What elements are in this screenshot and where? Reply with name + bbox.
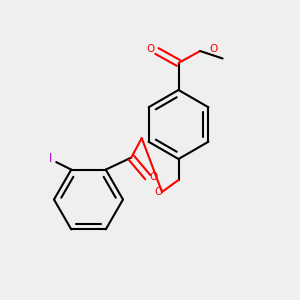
Text: O: O [209,44,218,55]
Text: I: I [49,152,52,165]
Text: O: O [154,187,163,197]
Text: O: O [146,44,154,54]
Text: O: O [149,172,157,182]
